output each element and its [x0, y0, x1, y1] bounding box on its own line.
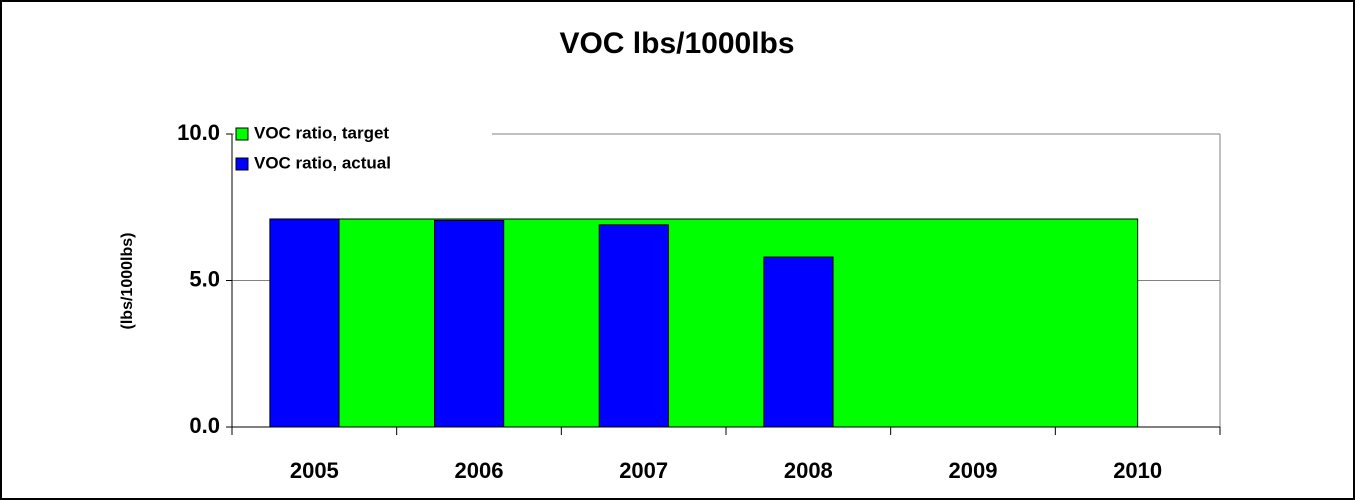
y-axis-label: (lbs/1000lbs) — [119, 233, 136, 330]
bar — [434, 219, 505, 428]
area — [313, 218, 1139, 428]
x-tick-label: 2008 — [784, 458, 833, 483]
x-tick-label: 2009 — [949, 458, 998, 483]
legend-box — [234, 122, 492, 186]
bar — [269, 218, 340, 428]
y-tick-label: 0.0 — [189, 413, 220, 438]
legend-swatch — [235, 157, 249, 171]
x-tick-label: 2007 — [619, 458, 668, 483]
y-tick-label: 5.0 — [189, 266, 220, 291]
legend-swatch — [235, 127, 249, 141]
y-tick-label: 10.0 — [177, 120, 220, 145]
x-tick-label: 2010 — [1113, 458, 1162, 483]
bar — [598, 224, 669, 428]
legend-label: VOC ratio, actual — [254, 153, 391, 172]
legend-label: VOC ratio, target — [254, 123, 389, 142]
x-tick-label: 2005 — [290, 458, 339, 483]
x-tick-label: 2006 — [455, 458, 504, 483]
chart-title: VOC lbs/1000lbs — [559, 27, 794, 60]
bar — [763, 256, 834, 428]
